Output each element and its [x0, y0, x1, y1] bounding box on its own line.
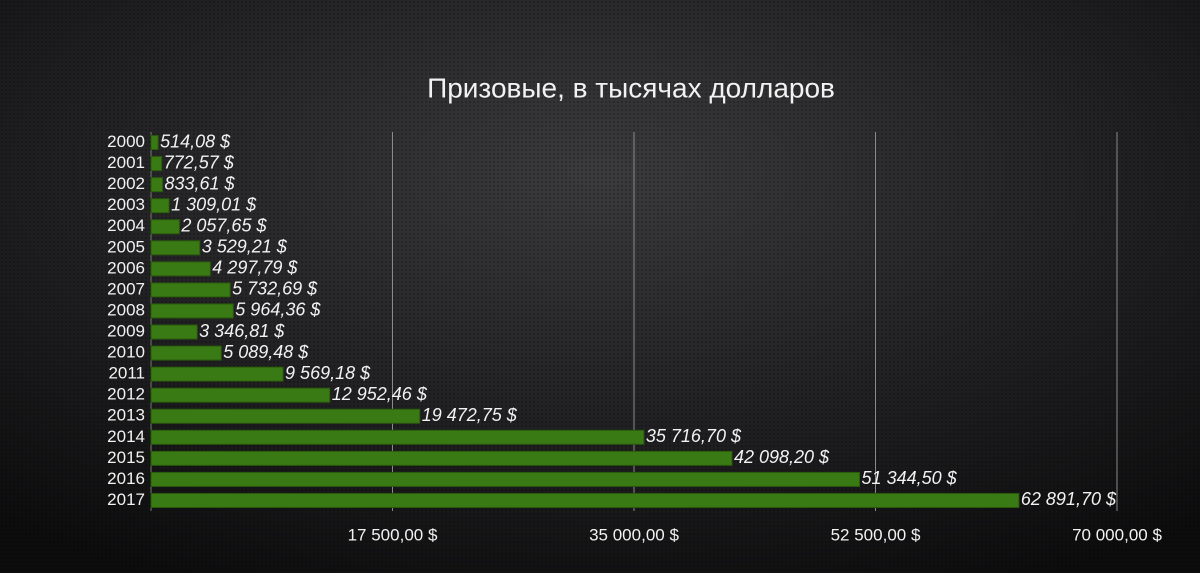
y-tick-label: 2013	[107, 406, 145, 425]
x-tick-label: 70 000,00 $	[1072, 525, 1162, 544]
value-label: 42 098,20 $	[734, 447, 830, 467]
value-label: 833,61 $	[165, 173, 236, 193]
bar	[150, 324, 198, 340]
bar	[150, 303, 234, 319]
y-tick-label: 2017	[107, 490, 145, 509]
value-label: 514,08 $	[160, 131, 231, 151]
bar	[150, 219, 180, 235]
chart-title: Призовые, в тысячах долларов	[427, 72, 835, 103]
bar	[150, 366, 284, 382]
y-tick-label: 2007	[107, 279, 145, 298]
bar	[150, 240, 201, 256]
bar	[150, 429, 645, 445]
y-tick-label: 2010	[107, 343, 145, 362]
value-label: 9 569,18 $	[285, 363, 371, 383]
value-label: 772,57 $	[164, 152, 235, 172]
value-label: 35 716,70 $	[646, 426, 742, 446]
bar	[150, 345, 222, 361]
bar	[150, 135, 159, 151]
value-label: 5 732,69 $	[232, 279, 318, 299]
y-tick-label: 2003	[107, 195, 145, 214]
y-tick-label: 2006	[107, 258, 145, 277]
value-label: 5 964,36 $	[235, 300, 321, 320]
x-tick-label: 52 500,00 $	[831, 525, 921, 544]
y-tick-label: 2009	[107, 322, 145, 341]
bar	[150, 198, 170, 214]
y-tick-label: 2005	[107, 237, 145, 256]
y-tick-label: 2002	[107, 174, 145, 193]
bar	[150, 408, 421, 424]
y-tick-label: 2012	[107, 385, 145, 404]
y-tick-label: 2016	[107, 469, 145, 488]
y-tick-label: 2011	[108, 364, 145, 383]
x-tick-label: 17 500,00 $	[348, 525, 438, 544]
bar	[150, 471, 861, 487]
bar	[150, 387, 331, 403]
value-label: 3 346,81 $	[199, 321, 285, 341]
bar	[150, 156, 163, 172]
value-label: 1 309,01 $	[171, 194, 257, 214]
value-label: 2 057,65 $	[180, 216, 267, 236]
value-label: 4 297,79 $	[212, 258, 298, 278]
value-label: 62 891,70 $	[1021, 489, 1117, 509]
y-tick-label: 2014	[107, 427, 145, 446]
y-tick-label: 2008	[107, 300, 145, 319]
value-label: 12 952,46 $	[332, 384, 428, 404]
bar	[150, 177, 164, 193]
y-tick-label: 2001	[107, 153, 145, 172]
y-tick-label: 2000	[107, 132, 145, 151]
bar	[150, 492, 1020, 508]
bar	[150, 282, 231, 298]
y-tick-label: 2004	[107, 216, 145, 235]
x-tick-label: 35 000,00 $	[589, 525, 679, 544]
value-label: 3 529,21 $	[202, 237, 288, 257]
value-label: 51 344,50 $	[862, 468, 958, 488]
y-tick-label: 2015	[107, 448, 145, 467]
bar	[150, 261, 211, 277]
value-label: 19 472,75 $	[422, 405, 518, 425]
bar	[150, 450, 733, 466]
value-label: 5 089,48 $	[223, 342, 309, 362]
